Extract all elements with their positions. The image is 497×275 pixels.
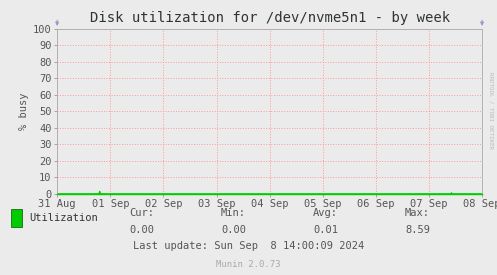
Text: Last update: Sun Sep  8 14:00:09 2024: Last update: Sun Sep 8 14:00:09 2024: [133, 241, 364, 251]
Y-axis label: % busy: % busy: [19, 93, 29, 130]
Text: 0.00: 0.00: [221, 225, 246, 235]
Text: Min:: Min:: [221, 208, 246, 218]
Text: 0.01: 0.01: [313, 225, 338, 235]
Text: Max:: Max:: [405, 208, 430, 218]
Text: Utilization: Utilization: [29, 213, 98, 223]
Text: 0.00: 0.00: [129, 225, 154, 235]
Text: Cur:: Cur:: [129, 208, 154, 218]
Text: RRDTOOL / TOBI OETIKER: RRDTOOL / TOBI OETIKER: [489, 72, 494, 148]
Text: 8.59: 8.59: [405, 225, 430, 235]
Title: Disk utilization for /dev/nvme5n1 - by week: Disk utilization for /dev/nvme5n1 - by w…: [89, 11, 450, 25]
Text: Munin 2.0.73: Munin 2.0.73: [216, 260, 281, 269]
Text: Avg:: Avg:: [313, 208, 338, 218]
